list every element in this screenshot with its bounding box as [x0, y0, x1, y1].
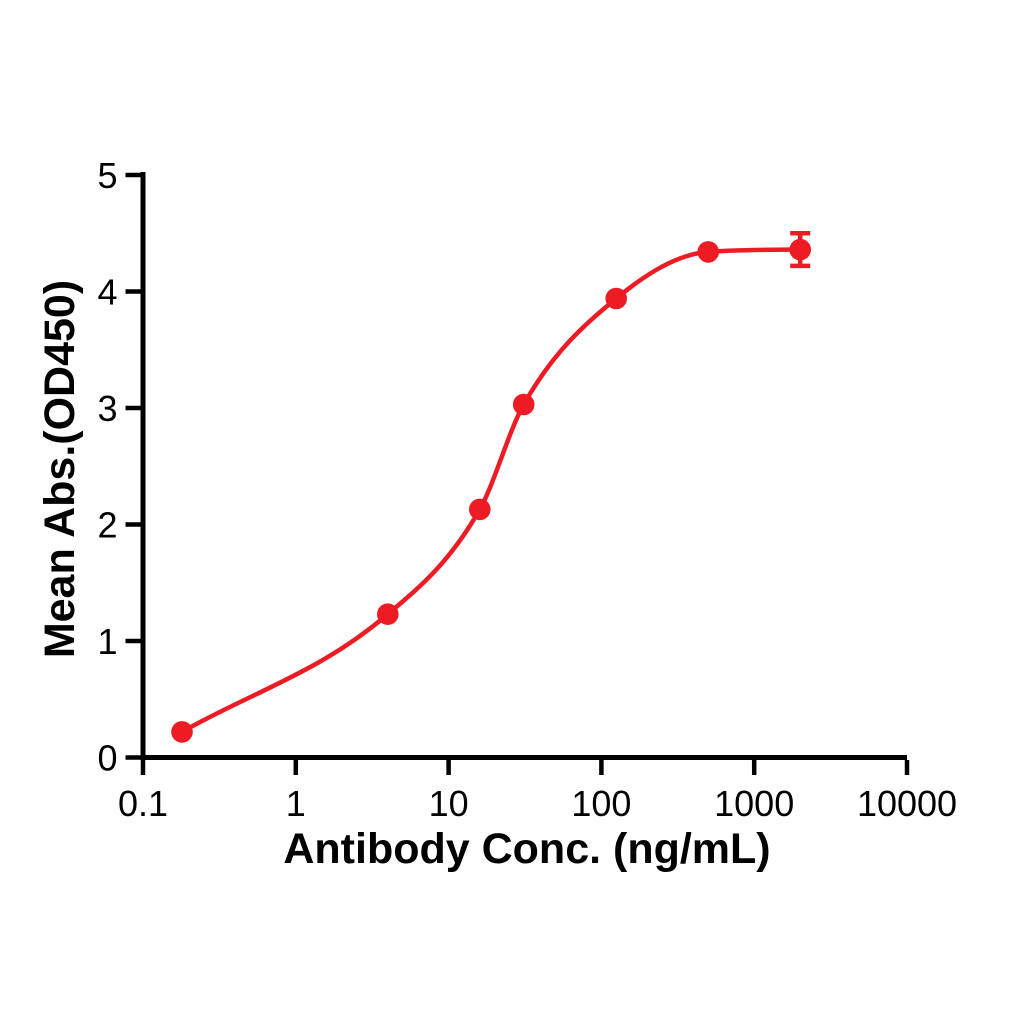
fit-curve [179, 247, 803, 735]
x-tick-label: 1 [286, 783, 306, 824]
data-point [512, 393, 535, 416]
x-tick-label: 100 [571, 783, 631, 824]
x-axis-title: Antibody Conc. (ng/mL) [283, 825, 770, 873]
data-point [377, 603, 399, 625]
x-tick-label: 1000 [714, 783, 794, 824]
x-tick-label: 10 [429, 783, 469, 824]
y-tick-label: 1 [97, 621, 117, 662]
y-tick-label: 2 [97, 505, 117, 546]
data-point [605, 287, 627, 310]
y-tick-label: 5 [97, 155, 117, 196]
y-tick-label: 4 [97, 272, 117, 313]
y-tick-label: 0 [97, 738, 117, 779]
data-point [789, 238, 811, 261]
plot-area: 0.1 1 10 100 1000 10000 0 1 2 3 4 5 [97, 155, 957, 824]
data-point [469, 498, 491, 521]
y-tick-label: 3 [97, 388, 117, 429]
x-tick-label: 0.1 [118, 783, 168, 824]
data-point [171, 721, 193, 743]
data-point [697, 241, 719, 263]
y-axis-title: Mean Abs.(OD450) [36, 280, 84, 658]
x-tick-label: 10000 [857, 783, 957, 824]
